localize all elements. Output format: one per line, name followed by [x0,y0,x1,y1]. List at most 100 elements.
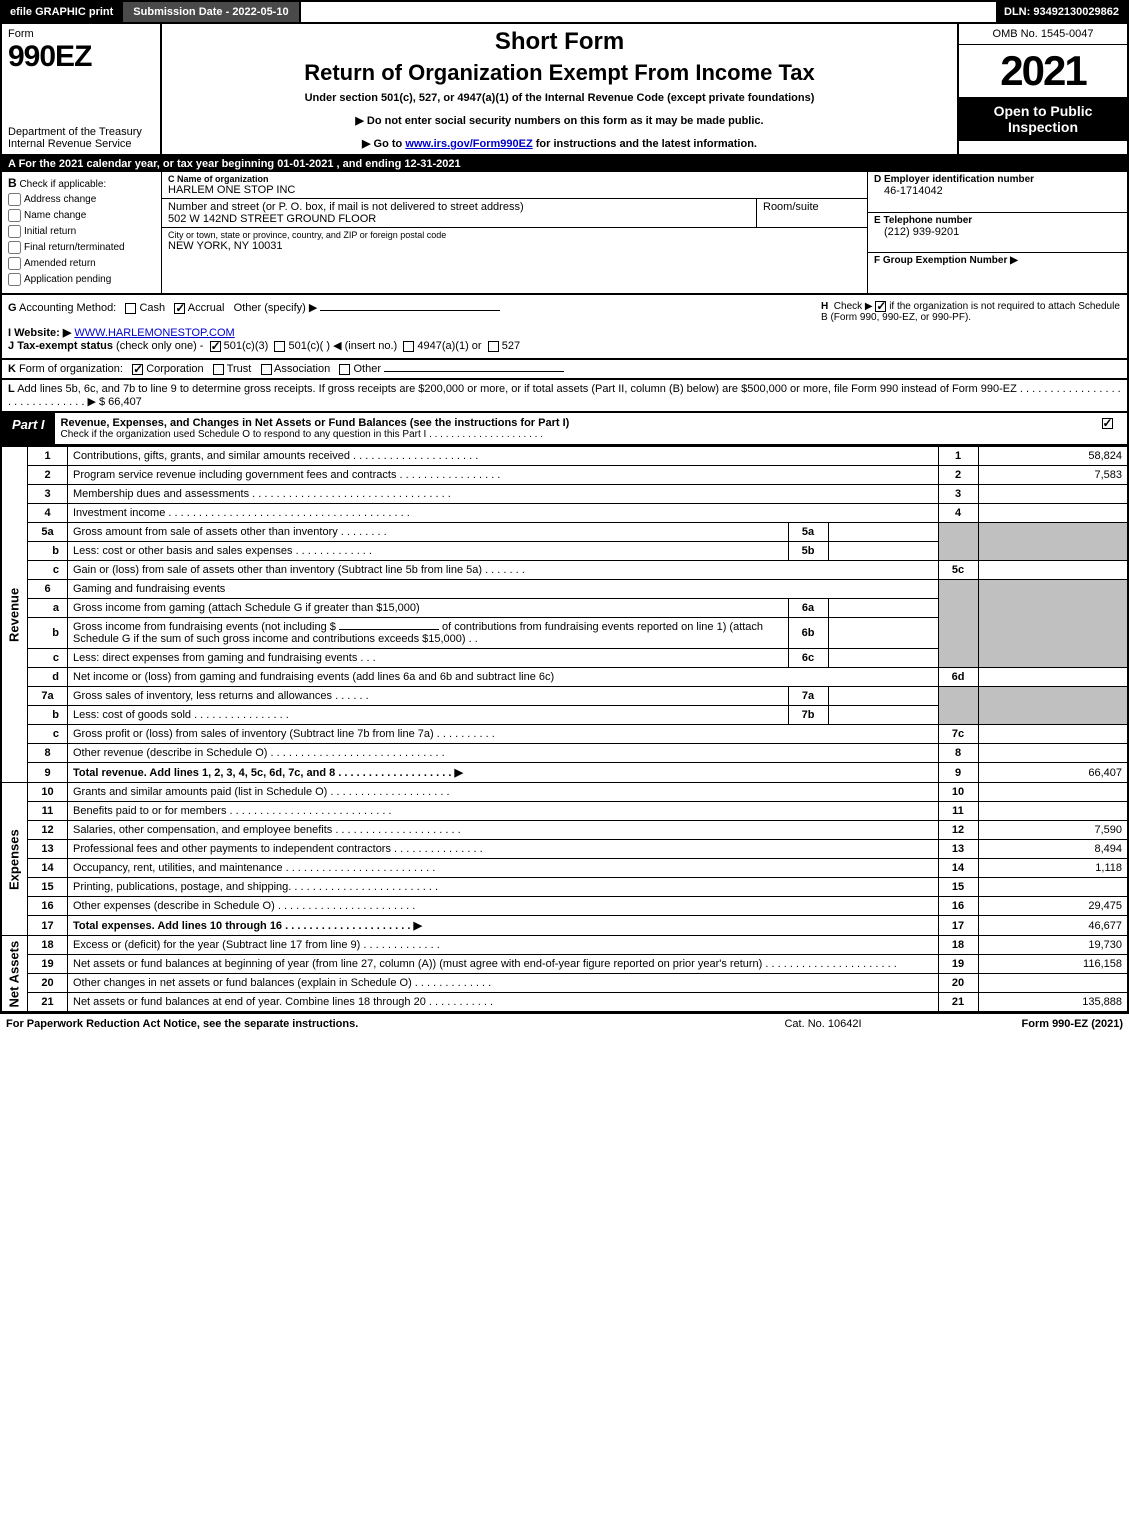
line-4: 4 Investment income . . . . . . . . . . … [1,504,1128,523]
checkbox-corporation[interactable] [132,364,143,375]
checkbox-trust[interactable] [213,364,224,375]
l1-val: 58,824 [978,447,1128,466]
line-7a: 7a Gross sales of inventory, less return… [1,687,1128,706]
other-org-input[interactable] [384,371,564,372]
l7ab-grey [938,687,978,725]
form-subtitle: Under section 501(c), 527, or 4947(a)(1)… [172,92,947,104]
top-bar: efile GRAPHIC print Submission Date - 20… [0,0,1129,24]
checkbox-501c[interactable] [274,341,285,352]
street-value: 502 W 142ND STREET GROUND FLOOR [168,213,750,225]
room-label: Room/suite [763,201,861,213]
l13-rn: 13 [938,840,978,859]
org-name-label: C Name of organization [168,174,861,184]
other-specify-input[interactable] [320,310,500,311]
line-5a: 5a Gross amount from sale of assets othe… [1,523,1128,542]
l15-desc: Printing, publications, postage, and shi… [68,878,939,897]
l10-desc: Grants and similar amounts paid (list in… [68,783,939,802]
l11-desc: Benefits paid to or for members . . . . … [68,802,939,821]
l16-rn: 16 [938,897,978,916]
efile-label[interactable]: efile GRAPHIC print [2,2,121,22]
header-right: OMB No. 1545-0047 2021 Open to Public In… [957,24,1127,154]
l5c-num: c [28,561,68,580]
website-value[interactable]: WWW.HARLEMONESTOP.COM [74,327,234,339]
checkbox-address-change[interactable]: Address change [8,193,155,206]
l6b-blank[interactable] [339,629,439,630]
short-form-title: Short Form [172,28,947,56]
part-1-check-text: Check if the organization used Schedule … [61,429,1081,440]
telephone-label: E Telephone number [874,215,1121,226]
l19-desc: Net assets or fund balances at beginning… [68,955,939,974]
cash-label: Cash [139,302,165,314]
letter-h: H [821,301,828,312]
checkbox-amended-return-input[interactable] [8,257,21,270]
l6abc-grey-val [978,580,1128,668]
l6c-desc: Less: direct expenses from gaming and fu… [68,649,789,668]
footer-center: Cat. No. 10642I [723,1018,923,1030]
l3-rn: 3 [938,485,978,504]
group-exemption-label: F Group Exemption Number ▶ [874,255,1121,266]
row-a-tax-year: A For the 2021 calendar year, or tax yea… [0,156,1129,172]
checkbox-name-change-input[interactable] [8,209,21,222]
l17-num: 17 [28,916,68,936]
checkbox-initial-return[interactable]: Initial return [8,225,155,238]
checkbox-address-change-input[interactable] [8,193,21,206]
checkbox-cash[interactable] [125,303,136,314]
l7a-num: 7a [28,687,68,706]
footer-right-form: 990-EZ [1052,1018,1088,1030]
room-cell: Room/suite [757,199,867,227]
irs-link[interactable]: www.irs.gov/Form990EZ [405,138,532,150]
row-l-value: 66,407 [108,396,142,408]
checkbox-association[interactable] [261,364,272,375]
l5b-sv [828,542,938,561]
checkbox-accrual[interactable] [174,303,185,314]
l6c-sn: 6c [788,649,828,668]
l5ab-grey-val [978,523,1128,561]
l3-num: 3 [28,485,68,504]
line-8: 8 Other revenue (describe in Schedule O)… [1,744,1128,763]
checkbox-final-return-input[interactable] [8,241,21,254]
l6-desc: Gaming and fundraising events [68,580,939,599]
note2-suffix: for instructions and the latest informat… [533,138,757,150]
l12-rn: 12 [938,821,978,840]
l17-val: 46,677 [978,916,1128,936]
line-16: 16 Other expenses (describe in Schedule … [1,897,1128,916]
l20-rn: 20 [938,974,978,993]
checkbox-amended-return[interactable]: Amended return [8,257,155,270]
line-13: 13 Professional fees and other payments … [1,840,1128,859]
l11-num: 11 [28,802,68,821]
checkbox-4947[interactable] [403,341,414,352]
l4-rn: 4 [938,504,978,523]
note2-prefix: ▶ Go to [362,138,405,150]
l7a-sv [828,687,938,706]
checkbox-schedule-o[interactable] [1102,418,1113,429]
l4-num: 4 [28,504,68,523]
dln-number: DLN: 93492130029862 [996,2,1127,22]
checkbox-final-return[interactable]: Final return/terminated [8,241,155,254]
h-check-label: Check ▶ [834,301,873,312]
l16-num: 16 [28,897,68,916]
l5a-desc: Gross amount from sale of assets other t… [68,523,789,542]
ein-row: D Employer identification number 46-1714… [868,172,1127,213]
l21-val: 135,888 [978,993,1128,1013]
501c-label: 501(c)( ) ◀ (insert no.) [288,340,397,352]
checkbox-501c3[interactable] [210,341,221,352]
l8-rn: 8 [938,744,978,763]
line-15: 15 Printing, publications, postage, and … [1,878,1128,897]
checkbox-application-pending-input[interactable] [8,273,21,286]
checkbox-527[interactable] [488,341,499,352]
footer-right-suffix: (2021) [1088,1018,1123,1030]
l7ab-grey-val [978,687,1128,725]
line-21: 21 Net assets or fund balances at end of… [1,993,1128,1013]
l4-desc: Investment income . . . . . . . . . . . … [68,504,939,523]
l5ab-grey [938,523,978,561]
line-3: 3 Membership dues and assessments . . . … [1,485,1128,504]
checkbox-other-org[interactable] [339,364,350,375]
accrual-label: Accrual [188,302,225,314]
l18-rn: 18 [938,936,978,955]
footer-right-prefix: Form [1022,1018,1053,1030]
checkbox-name-change[interactable]: Name change [8,209,155,222]
checkbox-application-pending[interactable]: Application pending [8,273,155,286]
checkbox-initial-return-input[interactable] [8,225,21,238]
checkbox-schedule-b[interactable] [875,301,886,312]
street-row: Number and street (or P. O. box, if mail… [162,199,867,228]
